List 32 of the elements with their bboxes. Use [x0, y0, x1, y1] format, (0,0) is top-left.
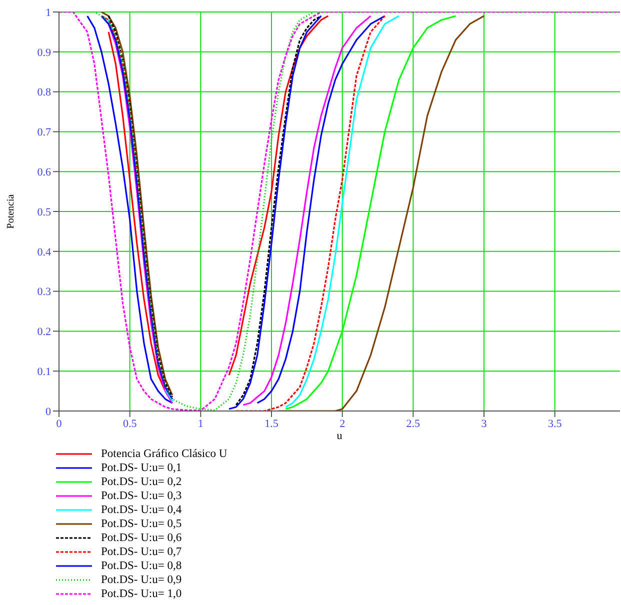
legend-label: Pot.DS- U:u= 1,0	[101, 588, 182, 600]
y-tick-label: 0	[46, 406, 52, 418]
y-tick-label: 0.1	[37, 366, 51, 378]
y-tick-label: 0.8	[37, 86, 52, 99]
x-axis-title: u	[336, 430, 343, 442]
legend-label: Pot.DS- U:u= 0,7	[101, 546, 182, 558]
x-tick-label: 0	[56, 418, 62, 430]
y-tick-label: 0.5	[37, 206, 52, 218]
x-tick-label: 2.5	[406, 418, 421, 430]
legend-label: Pot.DS- U:u= 0,6	[101, 532, 182, 544]
x-tick-label: 1	[198, 418, 204, 430]
legend-label: Pot.DS- U:u= 0,3	[101, 490, 182, 502]
x-tick-label: 3.5	[548, 418, 562, 430]
y-tick-label: 1	[46, 6, 51, 19]
y-axis-title: Potencia	[6, 194, 17, 229]
legend-label: Pot.DS- U:u= 0,1	[101, 462, 182, 474]
y-tick-label: 0.9	[37, 46, 52, 59]
legend-label: Pot.DS- U:u= 0,9	[101, 574, 182, 586]
y-tick-label: 0.3	[37, 286, 52, 298]
y-tick-label: 0.6	[37, 166, 52, 179]
legend-label: Pot.DS- U:u= 0,2	[101, 476, 182, 488]
x-tick-label: 3	[481, 418, 488, 430]
x-tick-label: 1.5	[264, 418, 279, 430]
legend-label: Pot.DS- U:u= 0,8	[101, 560, 182, 572]
legend-label: Potencia Gráfico Clásico U	[101, 448, 228, 460]
y-tick-label: 0.4	[37, 246, 52, 258]
y-tick-label: 0.2	[37, 326, 51, 338]
x-tick-label: 0.5	[122, 418, 138, 430]
y-tick-label: 0.7	[37, 126, 52, 139]
x-tick-label: 2	[340, 418, 346, 430]
legend-label: Pot.DS- U:u= 0,4	[101, 504, 182, 516]
legend-label: Pot.DS- U:u= 0,5	[101, 518, 182, 530]
